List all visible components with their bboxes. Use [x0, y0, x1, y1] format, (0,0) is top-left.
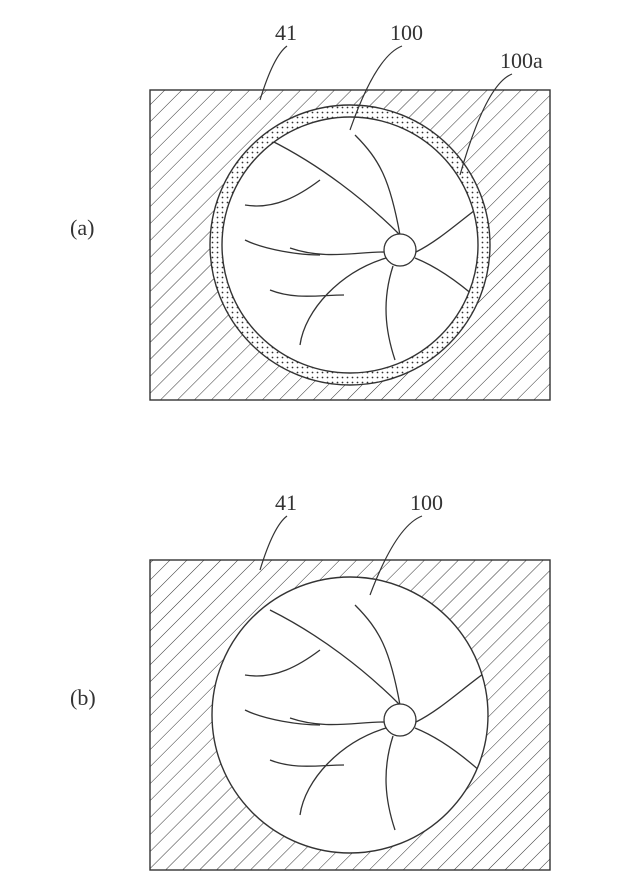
label-41-b: 41 [275, 490, 297, 515]
inner-circle-b [212, 577, 488, 853]
optic-disc-a [384, 234, 416, 266]
label-100-b: 100 [410, 490, 443, 515]
caption-b: (b) [70, 685, 96, 710]
label-41-a: 41 [275, 20, 297, 45]
label-100a-a: 100a [500, 48, 543, 73]
optic-disc-b [384, 704, 416, 736]
label-100-a: 100 [390, 20, 423, 45]
caption-a: (a) [70, 215, 94, 240]
